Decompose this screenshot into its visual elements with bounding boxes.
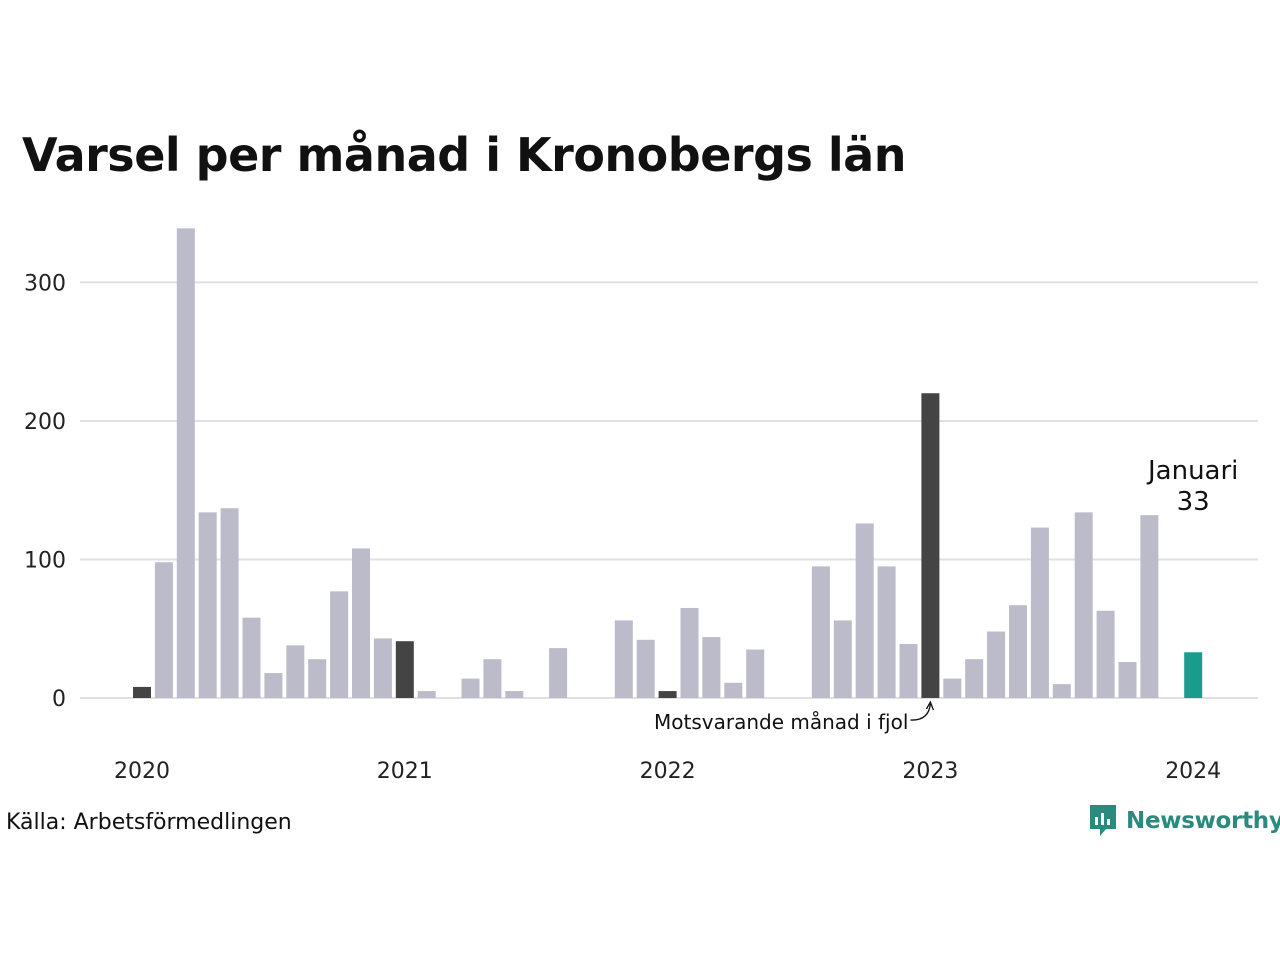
bar xyxy=(176,228,195,698)
bar xyxy=(549,648,568,698)
bar xyxy=(308,659,327,698)
brand-name: Newsworthy xyxy=(1126,808,1280,834)
bar xyxy=(746,649,765,698)
y-axis-ticks: 0 100 200 300 xyxy=(24,271,66,712)
bar xyxy=(133,686,151,698)
bar xyxy=(154,562,173,698)
bar xyxy=(1074,512,1093,698)
y-tick-label: 200 xyxy=(24,410,66,435)
bar-chart: 0 100 200 300 2020 2021 2022 2023 2024 Januari3… xyxy=(24,228,1258,784)
bar xyxy=(242,617,261,698)
bar xyxy=(658,691,677,698)
bar xyxy=(1118,661,1137,698)
y-tick-label: 0 xyxy=(52,687,66,712)
x-tick-label: 2021 xyxy=(377,759,433,784)
bar xyxy=(833,620,852,698)
current-month-value: 33 xyxy=(1177,487,1210,517)
bar xyxy=(417,691,436,698)
newsworthy-logo-icon xyxy=(1090,805,1116,836)
bar xyxy=(724,682,743,698)
newsworthy-brand[interactable]: Newsworthy xyxy=(1088,803,1280,839)
comparison-arrowhead xyxy=(925,700,935,711)
bar xyxy=(395,641,414,698)
bar xyxy=(702,637,721,698)
bar xyxy=(877,566,896,698)
x-tick-label: 2022 xyxy=(640,759,696,784)
bar xyxy=(198,512,217,698)
bar xyxy=(505,691,524,698)
bar xyxy=(680,607,699,698)
bar xyxy=(1009,605,1027,698)
bar xyxy=(220,508,239,698)
comparison-arrow xyxy=(910,703,932,721)
bar xyxy=(264,673,283,698)
bar xyxy=(373,638,392,698)
y-tick-label: 100 xyxy=(24,548,66,573)
bar xyxy=(987,631,1006,698)
current-month-label: Januari xyxy=(1146,456,1238,486)
bar xyxy=(965,659,984,698)
comparison-label: Motsvarande månad i fjol xyxy=(654,710,908,734)
bar xyxy=(1184,652,1203,698)
bar xyxy=(1140,515,1159,698)
bar xyxy=(1052,684,1071,698)
bar xyxy=(855,523,874,698)
x-tick-label: 2023 xyxy=(902,759,958,784)
bar xyxy=(614,620,633,698)
source-note: Källa: Arbetsförmedlingen xyxy=(6,810,292,835)
bar xyxy=(899,643,918,698)
bar xyxy=(921,393,940,698)
bar xyxy=(1096,610,1115,698)
y-tick-label: 300 xyxy=(24,271,66,296)
bars xyxy=(133,228,1203,698)
bar xyxy=(483,659,502,698)
bar xyxy=(286,645,305,698)
chart-title: Varsel per månad i Kronobergs län xyxy=(22,128,906,182)
x-axis-ticks: 2020 2021 2022 2023 2024 xyxy=(114,759,1221,784)
bar xyxy=(352,548,370,698)
x-tick-label: 2020 xyxy=(114,759,170,784)
bar xyxy=(943,678,962,698)
bar xyxy=(461,678,480,698)
bar xyxy=(811,566,830,698)
bar xyxy=(1030,527,1049,698)
bar xyxy=(636,639,655,698)
x-tick-label: 2024 xyxy=(1165,759,1221,784)
bar xyxy=(330,591,349,698)
